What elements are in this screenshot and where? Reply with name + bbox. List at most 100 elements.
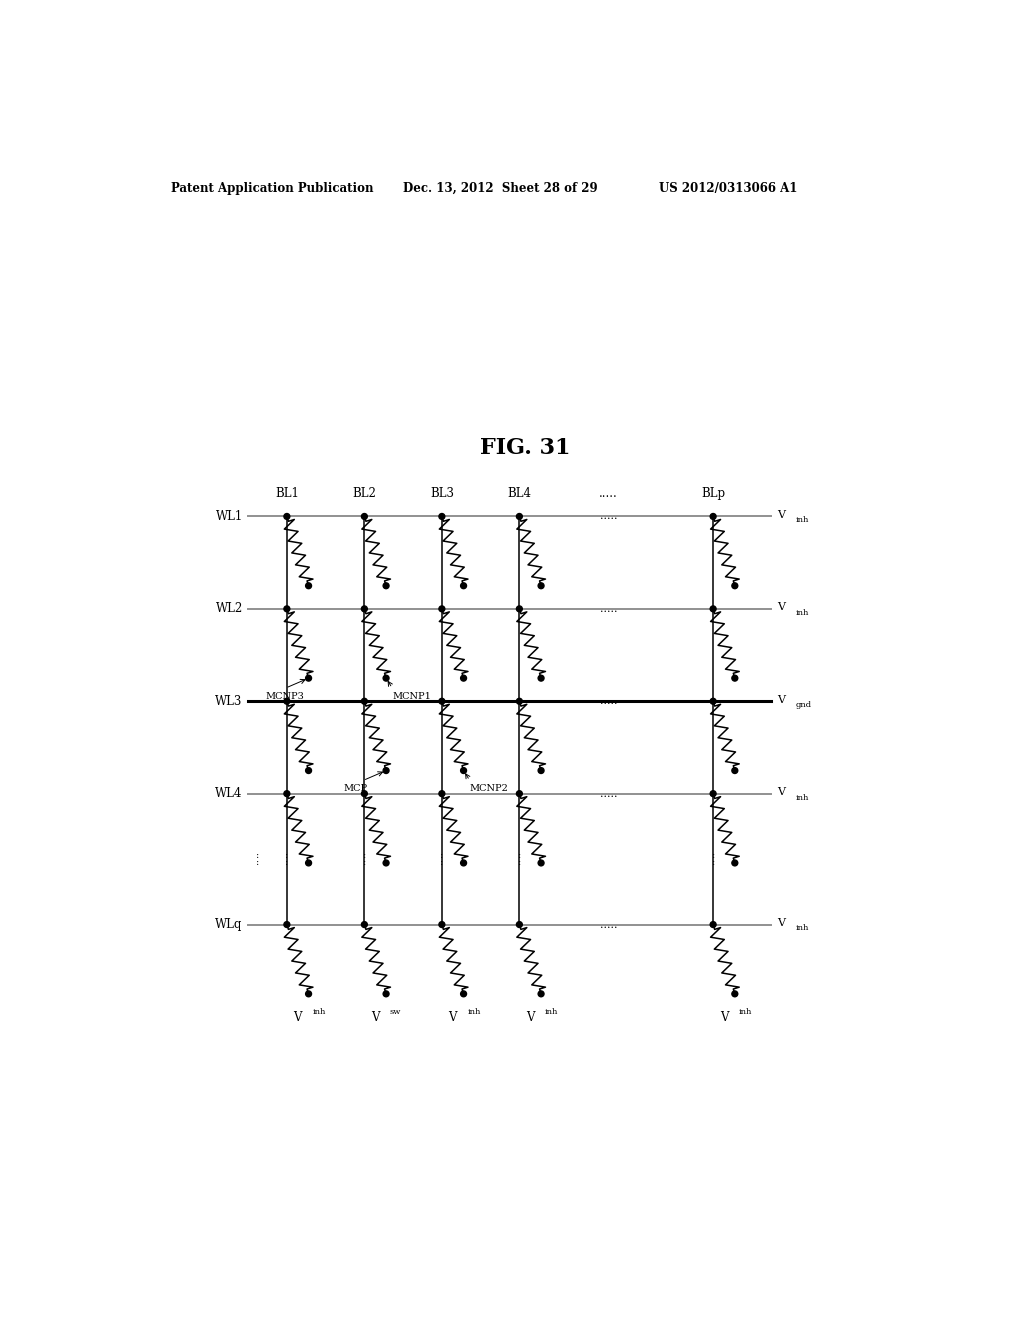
Circle shape (361, 606, 368, 611)
Text: WL2: WL2 (215, 602, 243, 615)
Text: .....: ..... (600, 511, 617, 521)
Circle shape (732, 583, 737, 589)
Circle shape (305, 583, 311, 589)
Circle shape (711, 698, 716, 704)
Circle shape (305, 768, 311, 774)
Text: BL4: BL4 (507, 487, 531, 499)
Text: V: V (777, 694, 785, 705)
Circle shape (284, 921, 290, 928)
Text: BL3: BL3 (430, 487, 454, 499)
Circle shape (383, 676, 389, 681)
Circle shape (539, 768, 544, 774)
Text: inh: inh (796, 924, 809, 932)
Circle shape (361, 921, 368, 928)
Circle shape (383, 583, 389, 589)
Circle shape (461, 583, 467, 589)
Circle shape (539, 991, 544, 997)
Text: BL1: BL1 (274, 487, 299, 499)
Circle shape (711, 921, 716, 928)
Circle shape (732, 991, 737, 997)
Text: :
:: : : (362, 851, 366, 867)
Text: :
:: : : (286, 851, 289, 867)
Circle shape (461, 768, 467, 774)
Text: WL1: WL1 (215, 510, 243, 523)
Text: MCNP1: MCNP1 (392, 692, 431, 701)
Text: V: V (777, 510, 785, 520)
Text: WL4: WL4 (215, 787, 243, 800)
Text: WLq: WLq (215, 917, 243, 931)
Circle shape (439, 606, 444, 611)
Text: V: V (294, 1011, 302, 1024)
Text: inh: inh (796, 516, 809, 524)
Circle shape (305, 676, 311, 681)
Text: V: V (449, 1011, 457, 1024)
Circle shape (284, 791, 290, 796)
Text: FIG. 31: FIG. 31 (479, 437, 570, 459)
Text: WL3: WL3 (215, 694, 243, 708)
Text: V: V (371, 1011, 380, 1024)
Text: US 2012/0313066 A1: US 2012/0313066 A1 (658, 182, 798, 194)
Text: inh: inh (796, 609, 809, 616)
Circle shape (711, 513, 716, 519)
Text: .....: ..... (600, 603, 617, 614)
Circle shape (461, 676, 467, 681)
Text: inh: inh (467, 1007, 481, 1015)
Circle shape (516, 921, 522, 928)
Text: .....: ..... (600, 696, 617, 706)
Circle shape (461, 861, 467, 866)
Text: :
:: : : (440, 851, 443, 867)
Circle shape (539, 676, 544, 681)
Circle shape (383, 991, 389, 997)
Text: inh: inh (796, 793, 809, 801)
Circle shape (305, 991, 311, 997)
Text: V: V (777, 917, 785, 928)
Circle shape (305, 861, 311, 866)
Circle shape (361, 513, 368, 519)
Text: :
:: : : (256, 851, 259, 867)
Text: :
:: : : (518, 851, 521, 867)
Text: MCNP2: MCNP2 (470, 784, 509, 793)
Circle shape (361, 698, 368, 704)
Circle shape (361, 791, 368, 796)
Text: V: V (526, 1011, 535, 1024)
Text: inh: inh (738, 1007, 752, 1015)
Text: MCNP3: MCNP3 (266, 692, 305, 701)
Text: inh: inh (312, 1007, 326, 1015)
Circle shape (539, 583, 544, 589)
Circle shape (284, 606, 290, 611)
Circle shape (284, 698, 290, 704)
Text: Patent Application Publication: Patent Application Publication (171, 182, 373, 194)
Circle shape (439, 698, 444, 704)
Text: sw: sw (390, 1007, 401, 1015)
Circle shape (711, 791, 716, 796)
Circle shape (732, 861, 737, 866)
Circle shape (516, 513, 522, 519)
Circle shape (439, 921, 444, 928)
Circle shape (516, 791, 522, 796)
Text: .....: ..... (599, 487, 617, 499)
Circle shape (439, 791, 444, 796)
Circle shape (461, 991, 467, 997)
Circle shape (539, 861, 544, 866)
Text: :
:: : : (712, 851, 715, 867)
Text: V: V (777, 787, 785, 797)
Text: V: V (777, 602, 785, 612)
Text: gnd: gnd (796, 701, 811, 709)
Text: BL2: BL2 (352, 487, 376, 499)
Circle shape (711, 606, 716, 611)
Text: .....: ..... (600, 920, 617, 929)
Circle shape (383, 861, 389, 866)
Circle shape (732, 676, 737, 681)
Circle shape (732, 768, 737, 774)
Text: MCP: MCP (343, 784, 368, 793)
Circle shape (516, 606, 522, 611)
Circle shape (516, 698, 522, 704)
Text: BLp: BLp (701, 487, 725, 499)
Text: V: V (720, 1011, 728, 1024)
Circle shape (284, 513, 290, 519)
Text: inh: inh (545, 1007, 558, 1015)
Text: Dec. 13, 2012  Sheet 28 of 29: Dec. 13, 2012 Sheet 28 of 29 (403, 182, 598, 194)
Circle shape (383, 768, 389, 774)
Text: .....: ..... (600, 788, 617, 799)
Circle shape (439, 513, 444, 519)
